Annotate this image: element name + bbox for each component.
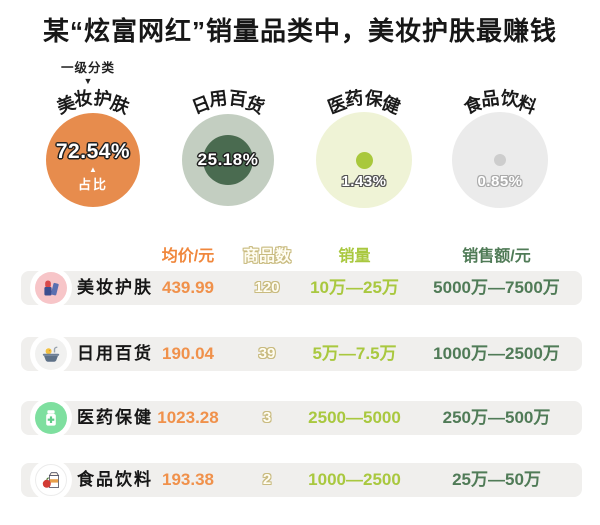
table-row: 食品饮料 193.38 2 1000—2500 25万—50万 [21, 461, 582, 499]
sales-volume-value: 1000—2500 [308, 470, 401, 489]
product-count-value: 39 [258, 345, 276, 362]
avg-price-value: 190.04 [162, 344, 214, 363]
header-revenue: 销售额/元 [462, 248, 531, 265]
bubble-dot [494, 154, 506, 166]
product-count-value: 2 [262, 471, 272, 488]
product-count-value: 120 [254, 279, 280, 296]
revenue-value: 1000万—2500万 [433, 344, 560, 363]
category-label: 食品饮料 [77, 470, 153, 489]
revenue-value: 5000万—7500万 [433, 278, 560, 297]
bubble-circle-daily-goods: 25.18% [182, 114, 274, 206]
product-count-value: 3 [262, 409, 272, 426]
food-drink-icon [35, 464, 67, 496]
bubble-dot [355, 152, 373, 169]
table-header: 均价/元 商品数 销量 销售额/元 [21, 242, 582, 265]
category-icon-wrap [32, 461, 70, 499]
bubble-circle-beauty: 72.54% ▲ 占比 [46, 113, 140, 207]
category-icon-wrap [32, 269, 70, 307]
table-row: 日用百货 190.04 39 5万—7.5万 1000万—2500万 [21, 335, 582, 373]
medicine-bottle-icon [35, 402, 67, 434]
revenue-value: 25万—50万 [452, 470, 541, 489]
ratio-note: ▲ 占比 [46, 166, 140, 193]
bubble-inner-circle [203, 135, 253, 185]
lipstick-icon [35, 272, 67, 304]
first-level-category-annotation: 一级分类 ▼ [36, 57, 140, 86]
sales-volume-value: 2500—5000 [308, 408, 401, 427]
header-sales-volume: 销量 [338, 248, 371, 265]
avg-price-value: 439.99 [162, 278, 214, 297]
arrow-down-icon: ▼ [83, 76, 93, 86]
avg-price-value: 193.38 [162, 470, 214, 489]
page-title: 某“炫富网红”销量品类中，美妆护肤最赚钱 [42, 16, 557, 46]
category-label: 医药保健 [77, 408, 153, 427]
bubble-circle-medicine: 1.43% [316, 112, 412, 208]
arrow-up-icon: ▲ [89, 165, 97, 174]
table-row: 美妆护肤 439.99 120 10万—25万 5000万—7500万 [21, 269, 582, 307]
category-label: 美妆护肤 [77, 278, 153, 297]
revenue-value: 250万—500万 [442, 408, 551, 427]
ratio-note-label: 占比 [77, 177, 108, 192]
percent-value: 25.18% [197, 150, 259, 169]
header-product-count: 商品数 [242, 248, 291, 265]
sales-volume-value: 5万—7.5万 [312, 344, 397, 363]
percent-value: 0.85% [477, 173, 523, 190]
category-icon-wrap [32, 399, 70, 437]
bubble-circle-food-drink: 0.85% [452, 112, 548, 208]
table-row: 医药保健 1023.28 3 2500—5000 250万—500万 [21, 399, 582, 437]
avg-price-value: 1023.28 [157, 408, 219, 427]
percent-value: 72.54% [55, 140, 131, 163]
percent-value: 1.43% [341, 173, 387, 190]
category-icon-wrap [32, 335, 70, 373]
annotation-label: 一级分类 [60, 61, 115, 75]
bathtub-icon [35, 338, 67, 370]
category-label: 日用百货 [77, 344, 153, 363]
sales-volume-value: 10万—25万 [310, 278, 399, 297]
header-avg-price: 均价/元 [161, 248, 215, 265]
